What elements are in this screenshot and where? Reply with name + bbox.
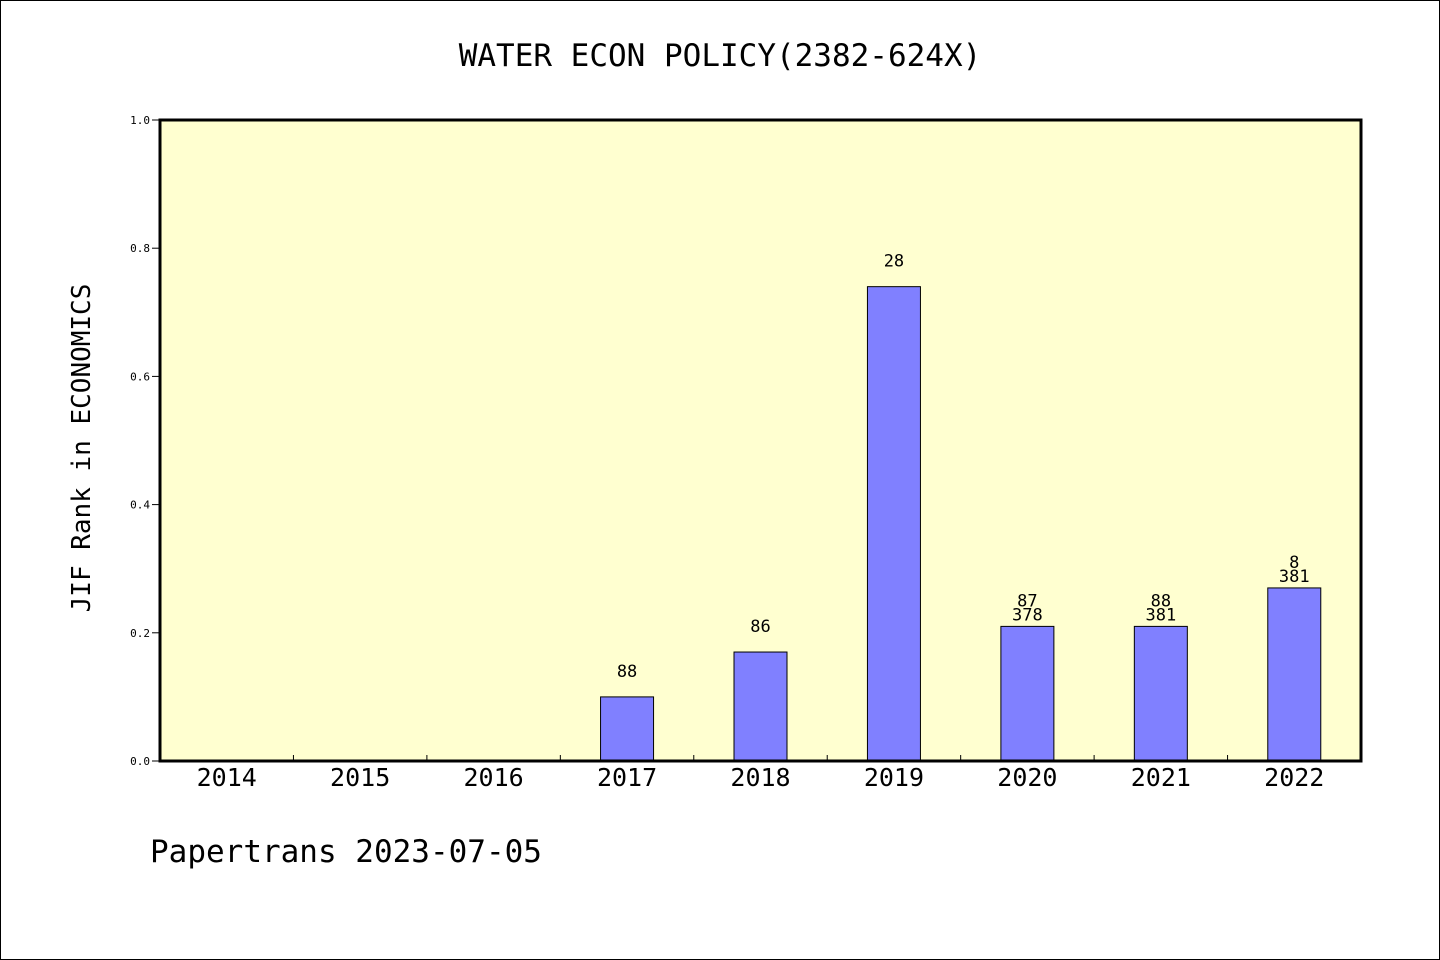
y-tick-label: 1.0 — [130, 114, 150, 127]
bar-data-label: 8 — [1289, 553, 1299, 573]
chart-title: WATER ECON POLICY(2382-624X) — [459, 38, 982, 74]
bar-2022 — [1267, 587, 1322, 762]
y-tick-label: 0.6 — [130, 370, 150, 383]
footer-text: Papertrans 2023-07-05 — [150, 834, 542, 870]
plot-border — [158, 118, 1363, 763]
bar-data-label: 378 — [1012, 605, 1043, 625]
y-tick-label: 0.4 — [130, 499, 150, 512]
x-tick-label: 2021 — [1131, 763, 1191, 792]
bars-group — [600, 286, 1322, 762]
x-tick-label: 2014 — [197, 763, 257, 792]
bar-2020 — [1000, 625, 1055, 762]
bar-2018 — [733, 651, 788, 762]
bar-data-label: 381 — [1145, 605, 1176, 625]
x-tick-label: 2015 — [330, 763, 390, 792]
x-tick-label: 2018 — [730, 763, 790, 792]
x-tick-label: 2022 — [1264, 763, 1324, 792]
x-tick-label: 2019 — [864, 763, 924, 792]
y-tick-label: 0.2 — [130, 627, 150, 640]
bar-data-label: 86 — [750, 617, 770, 637]
bar-2017 — [600, 696, 655, 762]
bar-2019 — [866, 286, 921, 762]
y-axis-label: JIF Rank in ECONOMICS — [67, 284, 97, 613]
bar-data-label: 381 — [1279, 567, 1310, 587]
bar-data-label: 87 — [1017, 591, 1037, 611]
bar-data-label: 88 — [1151, 591, 1171, 611]
bar-data-label: 88 — [617, 662, 637, 682]
bar-data-label: 28 — [884, 252, 904, 272]
x-tick-label: 2020 — [997, 763, 1057, 792]
x-tick-label: 2016 — [464, 763, 524, 792]
bar-2021 — [1133, 625, 1188, 762]
y-tick-label: 0.8 — [130, 242, 150, 255]
x-tick-label: 2017 — [597, 763, 657, 792]
y-tick-label: 0.0 — [130, 755, 150, 768]
x-axis: 2014 2015 2016 2017 2018 2019 2020 2021 2022 — [197, 755, 1324, 792]
y-axis: 0.0 0.2 0.4 0.6 0.8 1.0 — [130, 114, 160, 768]
